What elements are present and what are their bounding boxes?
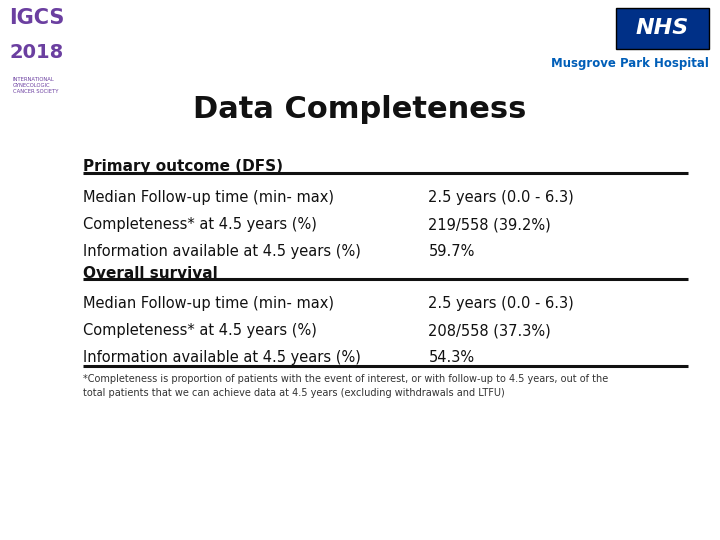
Text: IGCS: IGCS: [9, 8, 65, 28]
Text: Primary outcome (DFS): Primary outcome (DFS): [83, 159, 283, 174]
Text: 2.5 years (0.0 - 6.3): 2.5 years (0.0 - 6.3): [428, 190, 574, 205]
Text: Median Follow-up time (min- max): Median Follow-up time (min- max): [83, 190, 334, 205]
Text: 59.7%: 59.7%: [428, 244, 474, 259]
Text: 219/558 (39.2%): 219/558 (39.2%): [428, 217, 551, 232]
Text: Completeness* at 4.5 years (%): Completeness* at 4.5 years (%): [83, 217, 317, 232]
Text: 54.3%: 54.3%: [428, 350, 474, 366]
Text: 2018: 2018: [9, 43, 63, 62]
Text: Overall survival: Overall survival: [83, 266, 217, 281]
FancyBboxPatch shape: [616, 8, 709, 49]
Text: Information available at 4.5 years (%): Information available at 4.5 years (%): [83, 244, 361, 259]
Text: Median Follow-up time (min- max): Median Follow-up time (min- max): [83, 296, 334, 312]
Text: Musgrove Park Hospital: Musgrove Park Hospital: [552, 57, 709, 70]
Text: Information available at 4.5 years (%): Information available at 4.5 years (%): [83, 350, 361, 366]
Text: INTERNATIONAL
GYNECOLOGIC
CANCER SOCIETY: INTERNATIONAL GYNECOLOGIC CANCER SOCIETY: [13, 77, 58, 94]
Text: Completeness* at 4.5 years (%): Completeness* at 4.5 years (%): [83, 323, 317, 339]
Text: *Completeness is proportion of patients with the event of interest, or with foll: *Completeness is proportion of patients …: [83, 374, 608, 397]
Text: NHS: NHS: [636, 18, 689, 38]
Text: Data Completeness: Data Completeness: [193, 94, 527, 124]
Text: 2.5 years (0.0 - 6.3): 2.5 years (0.0 - 6.3): [428, 296, 574, 312]
Text: 208/558 (37.3%): 208/558 (37.3%): [428, 323, 551, 339]
